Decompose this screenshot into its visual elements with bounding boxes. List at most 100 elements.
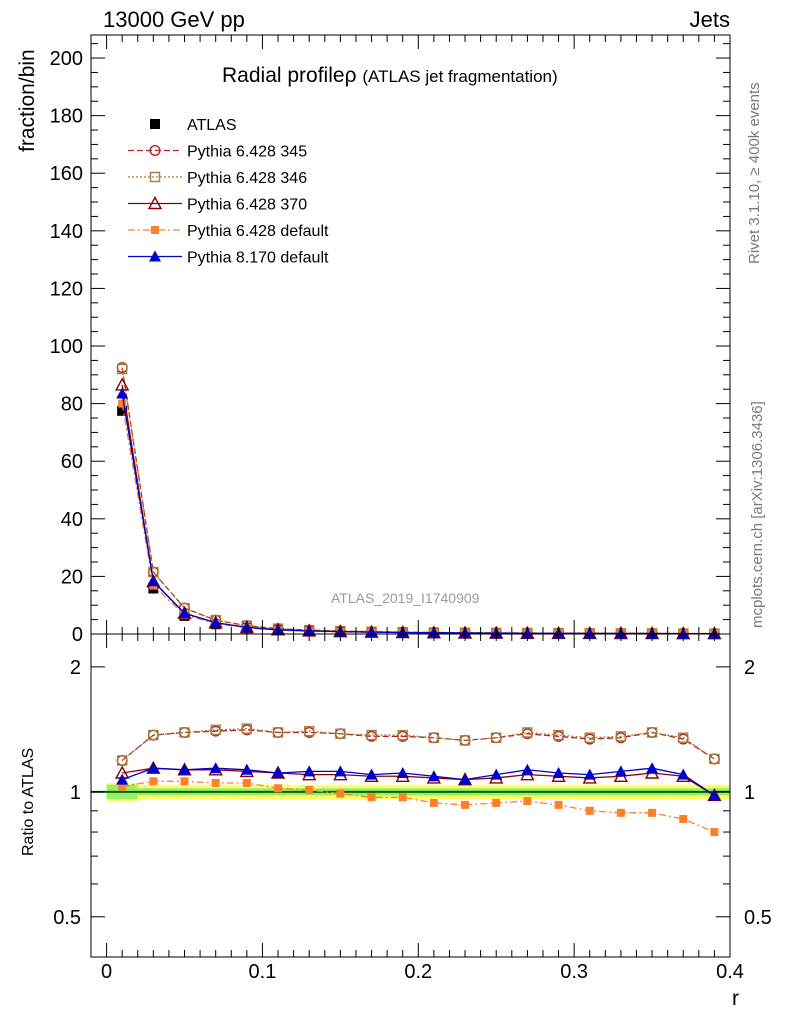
ratio-point-s4-14: [552, 767, 565, 779]
ratio-point-s4-4: [240, 763, 253, 775]
ratio-y-axis-label: Ratio to ATLAS: [20, 747, 37, 856]
x-tick-label: 0.3: [560, 961, 588, 983]
ratio-point-s0-19: [708, 753, 720, 765]
ratio-point-s4-8: [365, 768, 378, 780]
ratio-point-s3-14: [554, 800, 563, 809]
ratio-point-s1-14: [553, 729, 564, 741]
x-tick-label: 0.4: [716, 961, 744, 983]
ratio-point-s1-9: [397, 729, 408, 741]
ratio-point-s4-18: [677, 768, 690, 780]
ratio-point-s1-7: [335, 728, 346, 739]
chart-subtitle: (ATLAS jet fragmentation): [362, 67, 558, 86]
main-y-axis-label: fraction/bin: [16, 49, 39, 152]
ratio-point-s3-4: [242, 779, 251, 788]
legend-label-2: Pythia 6.428 346: [187, 170, 307, 187]
header-process-label: 13000 GeV pp: [103, 7, 245, 32]
x-axis-label: r: [732, 987, 739, 1010]
main-point-s5-0: [116, 387, 129, 399]
ratio-point-s3-1: [149, 777, 158, 786]
ratio-point-s1-6: [303, 725, 315, 737]
legend-label-5: Pythia 8.170 default: [187, 250, 329, 267]
ratio-y-tick-label: 1: [70, 782, 81, 804]
ratio-point-s3-0: [118, 782, 127, 791]
ratio-point-s4-19: [708, 789, 721, 801]
ratio-plot-frame: [90, 633, 731, 958]
analysis-watermark: ATLAS_2019_I1740909: [331, 590, 480, 606]
plot-frames: 0 20 40 60 80 100 120 140 160 180 200 0 0.1 0.2 0.3 0.4…: [50, 34, 772, 983]
ratio-point-s3-18: [679, 815, 688, 824]
main-point-s5-1: [147, 575, 160, 587]
ratio-point-s1-15: [584, 732, 595, 743]
x-tick-label: 0.1: [249, 961, 277, 983]
main-point-s5-2: [178, 607, 191, 619]
ratio-point-s3-16: [616, 808, 625, 817]
ratio-point-s1-5: [272, 727, 284, 738]
legend-marker-3: [147, 196, 163, 210]
main-y-tick-label: 180: [50, 106, 83, 128]
chart-title: Radial profile: [222, 64, 345, 87]
ratio-point-s3-8: [367, 793, 376, 802]
legend-label-0: ATLAS: [187, 117, 237, 134]
main-y-tick-label: 140: [50, 221, 83, 243]
ratio-point-s4-7: [334, 765, 347, 777]
ratio-point-s1-11: [459, 735, 471, 746]
ratio-point-s3-10: [429, 798, 438, 807]
main-point-s4-0: [118, 399, 127, 408]
x-tick-label: 0.2: [404, 961, 432, 983]
ratio-point-s1-10: [428, 732, 440, 743]
x-tick-label: 0: [101, 961, 112, 983]
ratio-point-s1-13: [522, 727, 533, 738]
legend-marker-1: [149, 144, 161, 156]
legend-label-4: Pythia 6.428 default: [187, 223, 329, 240]
legend-marker-5: [149, 250, 161, 262]
ratio-point-s3-12: [492, 798, 501, 807]
ratio-y-tick-label-right: 2: [744, 657, 755, 679]
ratio-point-s1-18: [678, 732, 689, 743]
ratio-series-line-2: [122, 767, 715, 797]
main-point-s0-0: [117, 405, 128, 416]
ratio-point-s4-1: [147, 762, 160, 774]
main-y-tick-label: 200: [50, 48, 83, 70]
legend-marker-2: [149, 171, 161, 183]
mcplots-source-label: mcplots.cern.ch [arXiv:1306.3436]: [749, 401, 766, 628]
ratio-point-s4-6: [303, 765, 316, 777]
ratio-point-s3-5: [274, 784, 283, 793]
ratio-point-s4-2: [178, 763, 191, 775]
ratio-series-line-3: [122, 780, 715, 833]
main-y-tick-label: 120: [50, 278, 83, 300]
legend: ATLAS Pythia 6.428 345 Pythia 6.428 346 Pyt…: [128, 117, 329, 267]
main-y-tick-label: 100: [50, 336, 83, 358]
legend-label-1: Pythia 6.428 345: [187, 144, 307, 161]
ratio-point-s3-3: [211, 779, 220, 788]
ratio-y-tick-label: 0.5: [53, 907, 81, 929]
ratio-series-line-4: [121, 767, 715, 797]
main-point-s2-0: [116, 363, 128, 375]
ratio-point-s1-3: [210, 724, 221, 736]
main-y-tick-label: 160: [50, 163, 83, 185]
chart-title-symbol: ρ: [344, 64, 357, 87]
ratio-point-s4-12: [490, 768, 503, 780]
ratio-point-s4-10: [427, 770, 440, 782]
ratio-point-s1-1: [148, 729, 159, 741]
ratio-point-s4-3: [209, 762, 222, 774]
ratio-point-s4-15: [583, 768, 596, 780]
ratio-point-s4-11: [459, 773, 472, 785]
ratio-point-s1-2: [179, 727, 190, 738]
ratio-y-tick-label-right: 0.5: [744, 907, 772, 929]
main-y-tick-label: 20: [61, 566, 83, 588]
main-point-s5-3: [209, 616, 222, 628]
ratio-point-s4-17: [646, 762, 659, 774]
ratio-point-s1-16: [615, 731, 627, 742]
ratio-point-s4-13: [521, 763, 534, 775]
header-category-label: Jets: [689, 7, 730, 32]
ratio-point-s3-19: [710, 828, 719, 837]
ratio-point-s1-19: [709, 753, 720, 765]
ratio-point-s3-2: [180, 777, 189, 786]
ratio-point-s4-16: [614, 765, 627, 777]
ratio-point-s4-0: [116, 773, 129, 785]
ratio-point-s1-12: [491, 732, 502, 743]
legend-marker-4: [151, 226, 159, 234]
ratio-y-tick-label: 2: [70, 657, 81, 679]
ratio-point-s3-6: [305, 786, 314, 795]
